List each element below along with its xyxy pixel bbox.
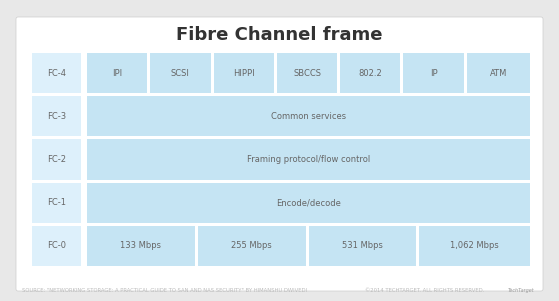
Bar [32, 183, 81, 223]
Text: SOURCE: "NETWORKING STORAGE: A PRACTICAL GUIDE TO SAN AND NAS SECURITY" BY HIMAN: SOURCE: "NETWORKING STORAGE: A PRACTICAL… [22, 288, 307, 293]
Text: FC-0: FC-0 [47, 241, 66, 250]
Text: IPI: IPI [112, 69, 122, 78]
Bar [150, 53, 211, 93]
Text: FC-2: FC-2 [47, 155, 66, 164]
FancyBboxPatch shape [16, 17, 543, 291]
Bar [277, 53, 337, 93]
Bar [32, 96, 81, 136]
Text: TechTarget: TechTarget [508, 288, 534, 293]
Bar [340, 53, 400, 93]
Text: SBCCS: SBCCS [293, 69, 321, 78]
Text: HIPPI: HIPPI [233, 69, 254, 78]
Bar [467, 53, 530, 93]
Bar [32, 226, 81, 266]
Text: Fibre Channel frame: Fibre Channel frame [176, 26, 383, 44]
Text: Framing protocol/flow control: Framing protocol/flow control [247, 155, 370, 164]
Text: SCSI: SCSI [171, 69, 190, 78]
Text: 133 Mbps: 133 Mbps [120, 241, 162, 250]
Text: 1,062 Mbps: 1,062 Mbps [450, 241, 499, 250]
Bar [87, 139, 530, 180]
Bar [309, 226, 416, 266]
Bar [32, 53, 81, 93]
Text: FC-3: FC-3 [47, 112, 66, 121]
Text: Common services: Common services [271, 112, 346, 121]
Text: IP: IP [430, 69, 437, 78]
Bar [198, 226, 306, 266]
Bar [87, 53, 147, 93]
Bar [214, 53, 274, 93]
Bar [404, 53, 464, 93]
Text: 255 Mbps: 255 Mbps [231, 241, 272, 250]
Bar [419, 226, 530, 266]
Bar [87, 183, 530, 223]
Text: 802.2: 802.2 [358, 69, 382, 78]
Text: 531 Mbps: 531 Mbps [342, 241, 383, 250]
Text: FC-1: FC-1 [47, 198, 66, 207]
Bar [87, 226, 195, 266]
Text: ©2014 TECHTARGET. ALL RIGHTS RESERVED.: ©2014 TECHTARGET. ALL RIGHTS RESERVED. [365, 288, 484, 293]
Bar [87, 96, 530, 136]
Text: Encode/decode: Encode/decode [276, 198, 341, 207]
Bar [32, 139, 81, 180]
Text: ATM: ATM [490, 69, 507, 78]
Text: FC-4: FC-4 [47, 69, 66, 78]
